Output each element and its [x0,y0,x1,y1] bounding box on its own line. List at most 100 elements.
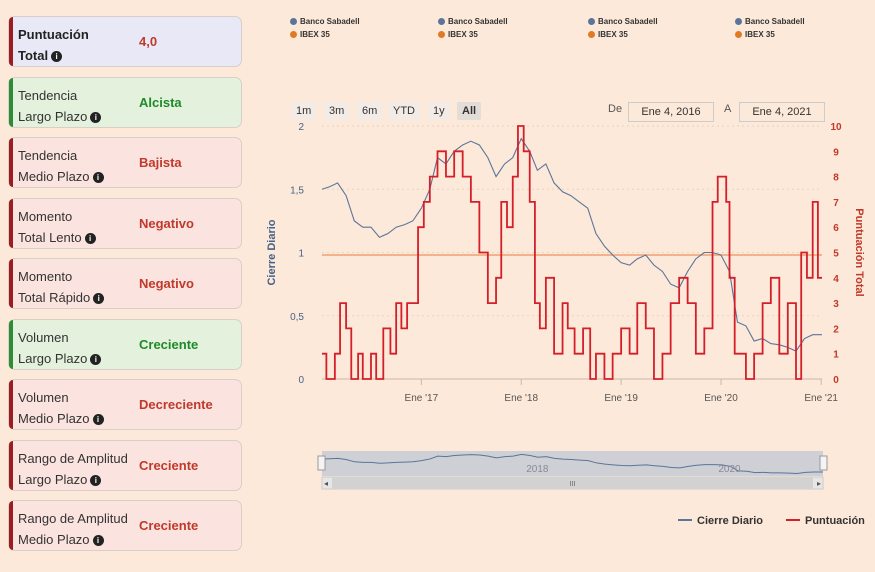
navigator-handle-left[interactable] [317,455,326,471]
y2-tick-label: 1 [833,350,839,361]
date-to-input[interactable]: Ene 4, 2021 [739,102,825,122]
circle-icon [290,18,297,26]
navigator-window[interactable] [322,451,823,476]
date-to-label: A [724,103,732,115]
card-label-line1: Puntuación [18,27,89,42]
card-label-line2: Largo Plazo [18,108,88,124]
indicator-card: Rango de Amplitud Medio Plazo i Creciente [8,500,242,551]
info-icon[interactable]: i [92,535,104,547]
circle-icon [290,31,297,39]
circle-icon [438,31,445,39]
card-label-line2: Largo Plazo [18,471,88,487]
info-icon[interactable]: i [51,51,63,63]
card-value: Creciente [139,457,199,473]
legend-label: Banco Sabadell [598,17,658,26]
y2-tick-label: 10 [830,122,842,133]
range-button-all[interactable]: All [457,102,482,120]
card-label: Rango de Amplitud Largo Plazo i [18,448,128,490]
card-label-line2: Total Rápido [18,290,91,305]
indicator-card: Momento Total Lento i Negativo [8,197,242,249]
navigator-handle-right[interactable] [819,455,828,471]
card-label: Momento Total Rápido i [18,266,105,308]
card-label-line2: Total [18,48,49,63]
card-label-line2: Total Lento [18,229,82,245]
info-icon[interactable]: i [84,232,96,244]
indicator-card: Puntuación Total i 4,0 [8,16,242,67]
card-label-line1: Momento [18,208,73,224]
range-button-ytd[interactable]: YTD [388,102,420,120]
range-button-6m[interactable]: 6m [357,102,383,120]
legend-item-price[interactable]: Banco Sabadell [438,17,508,26]
range-button-1m[interactable]: 1m [291,102,317,120]
card-label: Momento Total Lento i [18,206,96,248]
info-icon[interactable]: i [92,172,104,184]
legend-item-price[interactable]: Banco Sabadell [588,17,658,26]
y2-tick-label: 5 [833,249,839,260]
card-accent-bar [9,138,13,187]
y2-axis-title: Puntuación Total [853,208,865,296]
score-series-line[interactable] [322,125,822,380]
x-tick-label: Ene '19 [604,393,638,404]
y2-tick-label: 8 [833,173,839,184]
info-icon[interactable]: i [92,414,104,426]
legend-label: IBEX 35 [745,30,775,39]
indicator-card: Tendencia Medio Plazo i Bajista [8,137,242,188]
y2-tick-label: 9 [833,147,839,158]
card-label-line2: Medio Plazo [18,532,90,547]
legend-label: IBEX 35 [300,30,330,39]
price-series-line[interactable] [321,137,822,352]
circle-icon [735,18,742,26]
card-label: Tendencia Largo Plazo i [18,85,102,127]
legend-item-price[interactable]: Banco Sabadell [290,17,360,26]
info-icon[interactable]: i [90,353,102,365]
card-label-line1: Volumen [18,329,69,345]
card-label-line2: Medio Plazo [18,169,90,184]
x-tick-label: Ene '18 [504,393,538,404]
legend-label: IBEX 35 [448,30,478,39]
x-tick-label: Ene '21 [804,393,838,404]
legend-item-price[interactable]: Banco Sabadell [735,17,805,26]
info-icon[interactable]: i [90,111,102,123]
card-label-line1: Rango de Amplitud [18,511,128,526]
card-label: Volumen Medio Plazo i [18,387,104,429]
legend-item-index[interactable]: IBEX 35 [438,30,478,39]
y2-tick-label: 7 [833,198,839,209]
card-label-line1: Volumen [18,390,69,405]
legend-label: IBEX 35 [598,30,628,39]
y2-tick-label: 4 [833,274,839,285]
info-icon[interactable]: i [93,293,105,305]
indicator-card: Volumen Largo Plazo i Creciente [8,318,242,370]
legend-item-index[interactable]: IBEX 35 [735,30,775,39]
circle-icon [588,18,595,26]
date-from-input[interactable]: Ene 4, 2016 [628,102,714,122]
card-accent-bar [9,380,13,429]
y2-tick-label: 2 [833,324,839,335]
card-label-line1: Momento [18,269,73,284]
range-button-3m[interactable]: 3m [324,102,350,120]
card-label-line1: Rango de Amplitud [18,450,128,466]
info-icon[interactable]: i [90,474,102,486]
card-value: Creciente [139,336,199,352]
card-value: Decreciente [139,397,213,412]
card-accent-bar [9,17,13,66]
scroll-left-icon: ◂ [324,479,328,488]
legend-item-index[interactable]: IBEX 35 [588,30,628,39]
card-label: Volumen Largo Plazo i [18,327,102,369]
indicator-card: Volumen Medio Plazo i Decreciente [8,379,242,430]
bottom-legend-label: Puntuación [805,515,865,527]
range-button-1y[interactable]: 1y [428,102,450,120]
y2-tick-label: 0 [833,375,839,386]
indicator-card: Momento Total Rápido i Negativo [8,258,242,309]
card-value: 4,0 [139,34,158,49]
card-accent-bar [9,77,13,127]
x-tick-label: Ene '17 [405,393,439,404]
scrollbar-thumb[interactable] [332,477,813,489]
legend-label: Banco Sabadell [300,17,360,26]
card-accent-bar [9,440,13,490]
card-value: Alcista [139,94,182,110]
stock-chart[interactable]: 0 0,5 1 1,5 2 0 1 2 3 4 5 6 7 8 9 10 Cierre Diario Puntua… [258,6,875,572]
legend-label: Banco Sabadell [745,17,805,26]
y-tick-label: 1 [298,249,304,260]
card-accent-bar [9,259,13,308]
legend-item-index[interactable]: IBEX 35 [290,30,330,39]
